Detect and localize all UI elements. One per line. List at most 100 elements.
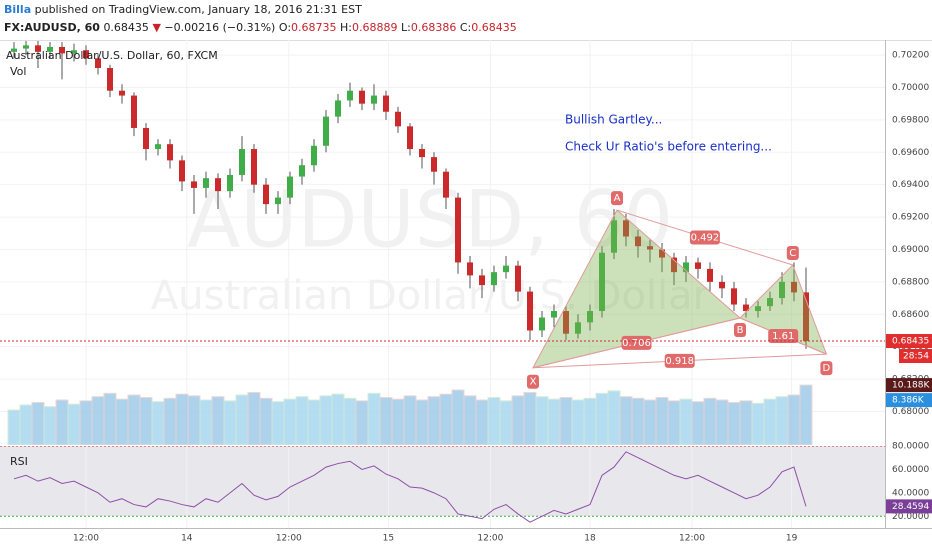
volume-bar [703,397,717,445]
candle-body [599,252,605,312]
candle-body [335,100,341,117]
ohlc: 0.68735 [291,21,337,34]
volume-bar [487,397,501,445]
volume-bar [523,392,537,445]
quote-line: FX:AUDUSD, 60 0.68435 ▼ −0.00216 (−0.31%… [4,21,517,34]
rsi-tag [886,499,932,514]
y-tick-label: 0.70000 [892,83,929,93]
pattern-ratio-tag [621,335,652,350]
candle-body [107,68,113,91]
author[interactable]: Billa [4,3,32,16]
volume-bar [127,394,141,445]
candle-body [455,197,461,263]
volume-bar [667,400,681,445]
volume-bar [715,399,729,445]
volume-bar [511,395,525,445]
axes: 0.680000.682000.684000.686000.688000.690… [0,51,932,544]
candle-body [743,304,749,312]
candle-body [491,272,497,286]
rsi-title: RSI [10,455,28,468]
candle-body [59,46,65,54]
volume-bar [619,396,633,445]
candle-body [167,144,173,161]
candle-body [779,281,785,299]
pattern-ratio: 0.492 [691,233,720,244]
volume-bar [463,395,477,445]
candle-body [359,90,365,104]
volume-bar [55,399,69,445]
candle-body [119,90,125,96]
candle-body [95,58,101,69]
volume-bar [151,401,165,445]
candle-body [191,181,197,188]
volume-bar [691,401,705,445]
pattern-ratio-tag [664,353,695,368]
volume-bar [175,393,189,445]
candle-body [791,281,797,293]
volume-bar [655,397,669,445]
volume-bar [427,396,441,445]
volume-bar [319,395,333,445]
x-tick-label: 19 [786,534,798,544]
annotation: Bullish Gartley... [565,113,662,127]
pattern-point: D [823,363,831,374]
candle-body [215,178,221,192]
volume-bar [643,399,657,445]
candle-body [155,144,161,150]
pattern-ratio: 0.918 [665,356,694,367]
volume-bar [343,397,357,445]
rsi-value: 28.4594 [892,502,929,512]
price-tag [886,333,932,348]
volume-bar [631,397,645,445]
candle-body [731,288,737,305]
volume-bar [295,396,309,445]
candle-body [71,50,77,54]
candle-body [587,311,593,323]
candle-body [803,292,809,341]
x-tick-label: 12:00 [477,534,503,544]
volume-bar [139,397,153,445]
candle-body [443,171,449,198]
candle-body [719,281,725,289]
pattern-point-tag [527,374,539,389]
candle-body [623,220,629,237]
volume-ma-label: 8.386K [892,396,925,406]
volume-bar [67,403,81,445]
volume-label: 10.188K [892,381,930,391]
symbol: FX:AUDUSD, 60 [4,21,100,34]
y-tick-label: 0.69400 [892,180,929,190]
y-tick-label: 0.68000 [892,407,929,417]
volume-bar [43,406,57,445]
rsi [0,446,885,523]
candle-body [131,95,137,128]
volume-tag [886,378,932,393]
candle-body [647,246,653,250]
volume-bar [775,396,789,445]
pattern-point: C [789,248,796,259]
published: published on TradingView.com, January 18… [34,3,362,16]
volume-bar [247,392,261,445]
volume-bar [475,399,489,445]
candle-body [83,50,89,59]
candle-body [407,126,413,150]
pattern-point-tag [820,361,833,376]
volume-ma-tag [886,393,932,408]
y-tick-label: 0.69800 [892,115,929,125]
candle-body [323,116,329,146]
ohlc: 0.68889 [352,21,398,34]
candle-body [695,262,701,269]
candle-body [239,149,245,175]
candle-body [347,90,353,101]
volume-bar [103,392,117,445]
volume-bar [607,390,621,445]
rsi-tick-label: 60.0000 [892,465,929,475]
pattern-ratio: 1.61 [772,331,794,342]
volume-bar [187,395,201,445]
y-tick-label: 0.68600 [892,310,929,320]
y-tick-label: 0.70200 [892,51,929,61]
publish-line: Billa published on TradingView.com, Janu… [4,3,362,16]
candle-body [563,311,569,334]
candle-body [275,197,281,205]
volume-bar [235,394,249,445]
